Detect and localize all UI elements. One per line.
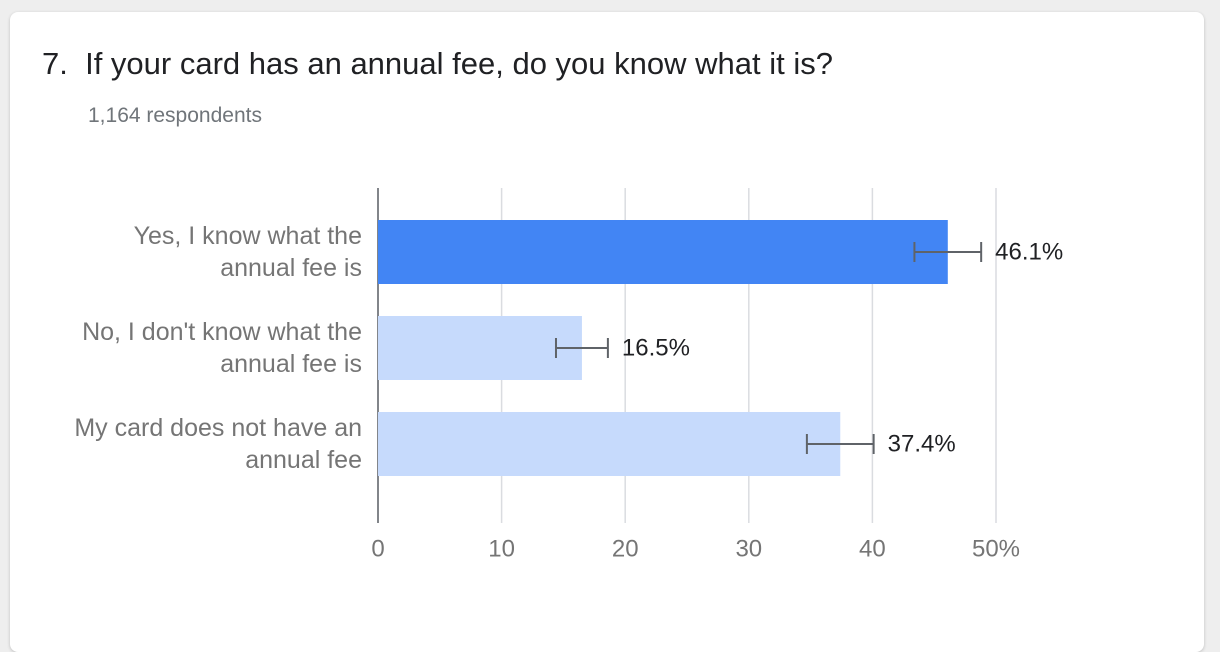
chart-subtitle: 1,164 respondents	[88, 104, 262, 127]
category-label: Yes, I know what the annual fee is	[133, 222, 362, 282]
bar	[378, 220, 948, 284]
x-tick-label: 10	[488, 535, 515, 562]
category-label: My card does not have an annual fee	[74, 414, 362, 474]
data-label: 37.4%	[888, 430, 956, 457]
bar	[378, 316, 582, 380]
x-tick-label: 0	[371, 535, 384, 562]
data-label: 16.5%	[622, 334, 690, 361]
card: 7. If your card has an annual fee, do yo…	[10, 12, 1204, 652]
bar	[378, 412, 841, 476]
x-tick-label: 30	[735, 535, 762, 562]
page: 7. If your card has an annual fee, do yo…	[10, 12, 1204, 652]
x-tick-label: 20	[612, 535, 639, 562]
chart: 0 10 20 30 40 50% 46.1% 16.5% 37.4%	[371, 188, 1063, 562]
category-label: No, I don't know what the annual fee is	[82, 318, 362, 378]
x-tick-label: 40	[859, 535, 886, 562]
x-tick-label: 50%	[972, 535, 1020, 562]
data-label: 46.1%	[995, 238, 1063, 265]
chart-title: 7. If your card has an annual fee, do yo…	[42, 46, 833, 81]
